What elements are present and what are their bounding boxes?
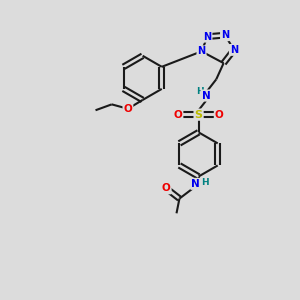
Text: N: N <box>202 91 210 100</box>
Text: N: N <box>197 46 206 56</box>
Text: N: N <box>221 30 229 40</box>
Text: H: H <box>201 178 209 187</box>
Text: O: O <box>174 110 182 120</box>
Text: N: N <box>191 179 200 189</box>
Text: N: N <box>230 45 238 55</box>
Text: H: H <box>196 88 203 97</box>
Text: O: O <box>124 104 132 114</box>
Text: O: O <box>162 183 171 193</box>
Text: S: S <box>195 110 203 120</box>
Text: O: O <box>215 110 224 120</box>
Text: N: N <box>203 32 211 42</box>
